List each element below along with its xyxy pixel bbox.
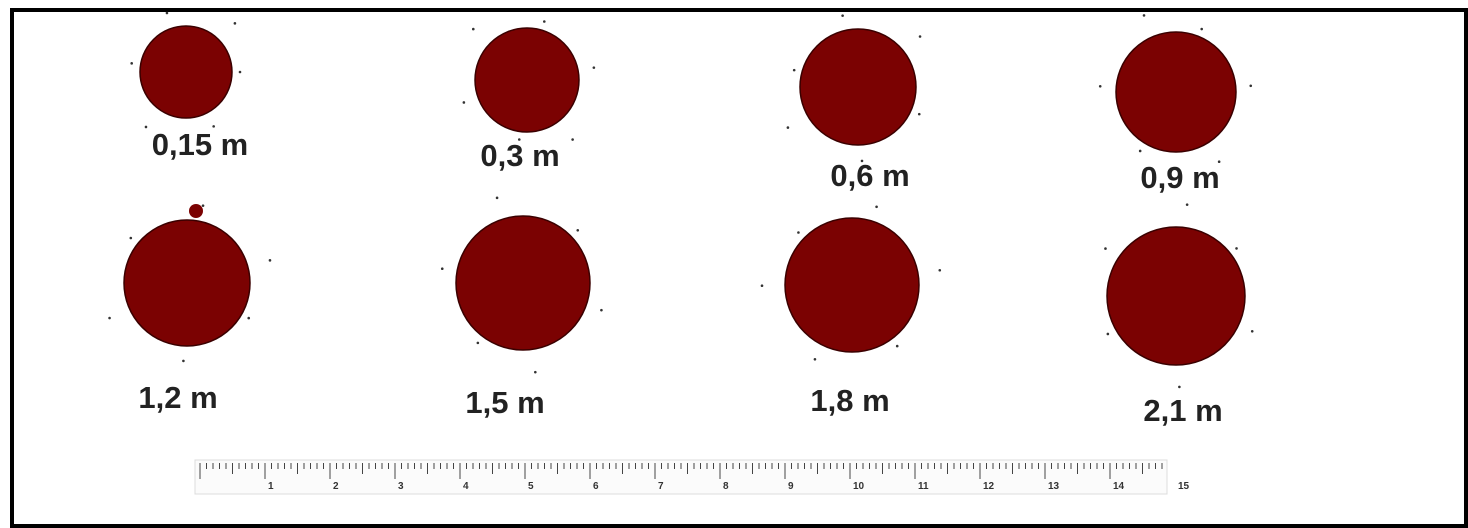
drop-label: 0,6 m (830, 158, 909, 193)
figure: 0,15 m 0,3 m 0,6 m 0,9 m 1,2 m 1,5 m 1,8 m 2,1 … (0, 0, 1468, 528)
ruler-label: 1 (268, 481, 274, 492)
spatter (600, 309, 603, 312)
spatter (814, 358, 817, 361)
blood-drop (1107, 227, 1245, 365)
ruler-label: 13 (1048, 481, 1060, 492)
ruler-label: 8 (723, 481, 729, 492)
blood-drop (785, 218, 919, 352)
spatter (875, 205, 878, 208)
ruler-label: 9 (788, 481, 794, 492)
spatter (1139, 150, 1142, 153)
spatter (108, 317, 111, 320)
spatter (145, 126, 148, 129)
drop-label: 0,3 m (480, 138, 559, 173)
drop-label: 0,15 m (152, 127, 249, 162)
spatter (576, 229, 579, 232)
spatter (593, 66, 596, 69)
drop-label: 2,1 m (1143, 393, 1222, 428)
blood-drop (475, 28, 579, 132)
ruler-label: 14 (1113, 481, 1125, 492)
spatter (793, 69, 796, 72)
spatter (130, 62, 133, 65)
ruler-label: 5 (528, 481, 534, 492)
spatter (1186, 203, 1189, 206)
ruler-label: 4 (463, 481, 469, 492)
spatter (463, 101, 466, 104)
drop-label: 0,9 m (1140, 160, 1219, 195)
spatter (269, 259, 272, 262)
spatter (1178, 386, 1181, 389)
spatter (571, 138, 574, 141)
spatter (534, 371, 537, 374)
ruler-label: 10 (853, 481, 865, 492)
spatter (543, 20, 546, 23)
spatter (234, 22, 237, 25)
page: 0,15 m 0,3 m 0,6 m 0,9 m 1,2 m 1,5 m 1,8 m 2,1 … (0, 0, 1468, 528)
spatter (247, 317, 250, 320)
spatter (239, 71, 242, 74)
spatter (1251, 330, 1254, 333)
spatter (182, 360, 185, 363)
spatter (918, 113, 921, 116)
spatter (202, 204, 205, 207)
ruler-label: 12 (983, 481, 995, 492)
spatter (1235, 247, 1238, 250)
blood-drop (456, 216, 590, 350)
spatter (1107, 333, 1110, 336)
spatter (477, 342, 480, 345)
spatter (797, 231, 800, 234)
drop-label: 1,5 m (465, 385, 544, 420)
blood-drop (124, 220, 250, 346)
spatter (919, 35, 922, 38)
spatter (472, 28, 475, 31)
spatter (496, 197, 499, 200)
ruler-label: 7 (658, 481, 664, 492)
ruler-label: 2 (333, 481, 339, 492)
spatter (1099, 85, 1102, 88)
spatter (441, 267, 444, 270)
spatter (1249, 84, 1252, 87)
blood-drop (1116, 32, 1236, 152)
spatter (938, 269, 941, 272)
ruler-label: 11 (918, 481, 929, 492)
spatter (1200, 28, 1203, 31)
spatter (841, 14, 844, 17)
drop-label: 1,2 m (138, 380, 217, 415)
ruler-label: 3 (398, 481, 404, 492)
spatter (166, 12, 169, 15)
spatter (896, 345, 899, 348)
drop-label: 1,8 m (810, 383, 889, 418)
ruler-label: 15 (1178, 481, 1190, 492)
blood-drop (189, 204, 203, 218)
blood-drop (140, 26, 232, 118)
spatter (1143, 14, 1146, 17)
spatter (787, 126, 790, 129)
ruler-label: 6 (593, 481, 599, 492)
blood-drop (800, 29, 916, 145)
spatter (761, 284, 764, 287)
spatter (1104, 247, 1107, 250)
spatter (129, 237, 132, 240)
